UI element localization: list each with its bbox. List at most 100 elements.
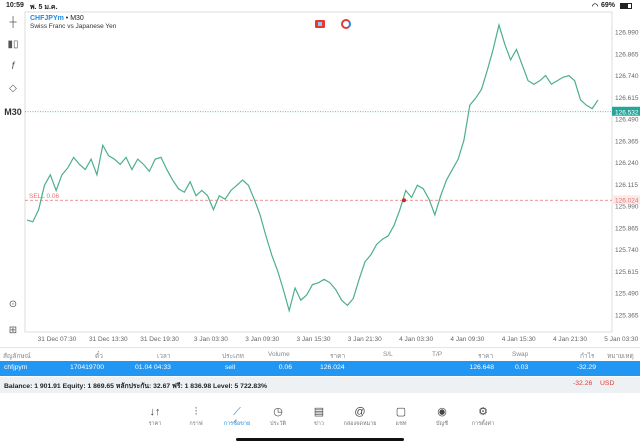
cell-swap: 0.03 [515,364,529,371]
price-line [26,22,599,313]
candles-icon[interactable]: ▮▯ [7,39,19,50]
nav-icon: ⚙ [478,406,488,418]
col-symbol: สัญลักษณ์ [3,353,31,360]
trade-levels-icon[interactable] [341,19,351,29]
nav-label: ราคา [148,421,162,427]
left-toolbar: ┼ ▮▯ f ◇ M30 ⊙ ⊞ [0,12,25,342]
nav-icon: ⫶ [194,406,198,418]
time-tick-label: 4 Jan 09:30 [450,336,484,343]
nav-label: ประวัติ [269,421,287,427]
timeframe: M30 [70,15,84,22]
indicator-icon[interactable]: f [11,61,15,72]
nav-icon: ▢ [395,406,407,418]
currency: USD [600,380,615,387]
time-tick-label: 3 Jan 03:30 [194,336,228,343]
positions-table-header: สัญลักษณ์ ตั๋ว เวลา ประเภท Volume ราคา S… [0,347,640,360]
nav-icon: ◉ [437,406,447,418]
one-click-trading-icon[interactable] [315,20,325,28]
cell-current-price: 126.648 [469,364,494,371]
time-tick-label: 4 Jan 03:30 [399,336,433,343]
nav-item[interactable]: ▤ ข่าว [299,405,339,428]
home-indicator [236,438,404,441]
time-tick-label: 31 Dec 19:30 [140,336,179,343]
symbol-name: CHFJPYm [30,15,64,22]
nav-item[interactable]: ↓↑ ราคา [135,405,175,428]
col-sl: S/L [383,351,393,358]
price-chart[interactable]: 126.990 126.865 126.740 126.615 126.490 126.3… [0,0,640,347]
col-comment: หมายเหตุ [607,353,634,360]
nav-icon: ⟋ [233,406,241,418]
time-tick-label: 5 Jan 03:30 [604,336,638,343]
status-bar: 10:59 พ. 5 ม.ค. ◠ 69% [0,0,640,12]
price-tick-label: 126.990 [615,30,639,37]
order-price-tag [612,195,640,205]
nav-item[interactable]: ◷ ประวัติ [258,405,298,428]
cell-type: sell [225,364,236,371]
price-tick-label: 126.490 [615,117,639,124]
sell-entry-marker [402,198,406,203]
nav-icon: @ [354,406,366,418]
bid-price-tag [612,106,640,116]
price-tick-label: 126.115 [615,182,638,189]
col-profit: กำไร [580,353,595,360]
cell-ticket: 170419700 [70,364,105,371]
time-tick-label: 3 Jan 15:30 [297,336,331,343]
col-volume: Volume [268,351,290,358]
objects-icon[interactable]: ◇ [9,83,17,94]
battery-level: 69% [601,2,616,9]
cell-open-price: 126.024 [320,364,345,371]
bottom-nav: ↓↑ ราคา ⫶ กราฟ ⟋ การซื้อขาย ◷ ประวัติ ▤ ข่าว @ กล่อ… [0,405,640,435]
nav-item[interactable]: ◉ บัญชี [422,405,462,428]
add-icon[interactable]: ⊞ [8,325,18,336]
nav-item[interactable]: ▢ แชท [381,405,421,428]
nav-label: การซื้อขาย [223,421,251,427]
time-tick-label: 3 Jan 21:30 [348,336,382,343]
time-tick-label: 3 Jan 09:30 [245,336,279,343]
date: พ. 5 ม.ค. [30,4,58,11]
battery-icon [620,3,632,9]
nav-label: บัญชี [436,421,448,427]
nav-icon: ▤ [313,406,325,418]
nav-icon: ◷ [273,406,283,418]
col-swap: Swap [512,351,529,358]
price-tick-label: 125.740 [615,247,639,254]
nav-item[interactable]: ⟋ การซื้อขาย [217,405,257,428]
nav-label: กราฟ [189,421,203,427]
col-type: ประเภท [222,353,244,360]
col-ticket: ตั๋ว [95,353,103,360]
order-line-label: SELL 0.06 [29,193,60,200]
order-price-label: 126.024 [615,198,639,205]
nav-label: ข่าว [314,421,324,427]
price-tick-label: 126.365 [615,138,639,145]
clock: 10:59 [6,2,24,9]
plot-border [24,11,613,333]
total-profit: -32.26 [573,380,593,387]
cell-symbol: chfjpym [4,364,28,371]
zoom-icon[interactable]: ⊙ [8,299,18,310]
cell-profit: -32.29 [576,364,596,371]
nav-item[interactable]: ⫶ กราฟ [176,405,216,428]
time-tick-label: 4 Jan 21:30 [553,336,587,343]
balance-summary: Balance: 1 901.91 Equity: 1 869.65 หลักป… [4,383,268,390]
price-tick-label: 126.740 [615,73,639,80]
account-summary: Balance: 1 901.91 Equity: 1 869.65 หลักป… [0,377,640,393]
price-tick-label: 126.240 [615,160,639,167]
nav-item[interactable]: @ กล่องจดหมาย [340,405,380,428]
crosshair-icon[interactable]: ┼ [9,17,17,28]
cell-time: 01.04 04:33 [135,364,171,371]
nav-label: กล่องจดหมาย [343,421,377,427]
col-price: ราคา [330,353,346,360]
nav-item[interactable]: ⚙ การตั้งค่า [463,405,503,428]
wifi-icon: ◠ [592,3,599,10]
nav-icon: ↓↑ [149,406,161,418]
bid-price-label: 126.532 [615,109,639,116]
table-row[interactable]: chfjpym 170419700 01.04 04:33 sell 0.06 … [0,361,640,376]
price-tick-label: 126.865 [615,51,639,58]
cell-volume: 0.06 [278,364,292,371]
time-tick-label: 4 Jan 15:30 [502,336,536,343]
col-current-price: ราคา [478,353,494,360]
chart-symbol: CHFJPYm • M30 [30,15,84,22]
timeframe-button[interactable]: M30 [4,107,22,117]
time-tick-label: 31 Dec 13:30 [89,336,128,343]
price-tick-label: 126.615 [615,95,639,102]
